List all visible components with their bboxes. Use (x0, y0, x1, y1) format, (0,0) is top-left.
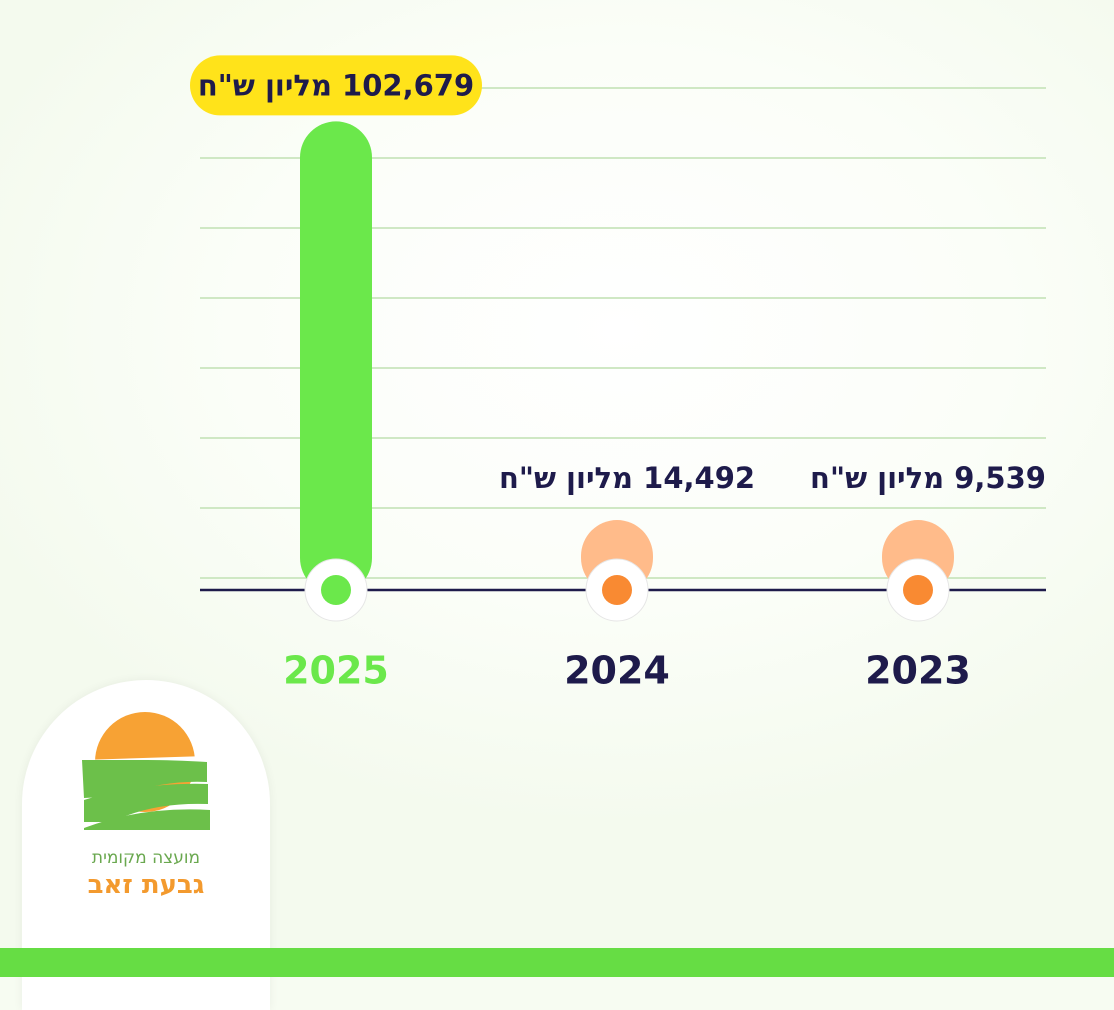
bar-dot (602, 575, 632, 605)
highlight-value-badge (190, 55, 482, 116)
logo-subtitle: מועצה מקומית (91, 848, 201, 868)
bar-dot (903, 575, 933, 605)
x-tick-label: 2023 (865, 649, 971, 693)
bottom-accent-bar (0, 948, 1114, 977)
bar-2025 (300, 121, 372, 594)
bar-value-label: 14,492 מליון ש"ח (499, 461, 755, 495)
x-tick-label: 2024 (564, 649, 670, 693)
bar-chart: 102,679 מליון ש"ח 2025 14,492 מליון ש"ח 202… (190, 55, 1046, 693)
x-tick-label: 2025 (283, 649, 389, 693)
bar-value-label: 9,539 מליון ש"ח (810, 461, 1046, 495)
bar-dot (321, 575, 351, 605)
logo-title: גבעת זאב (87, 870, 205, 900)
sun-and-fields-logo-icon (82, 712, 210, 830)
bar-value-label: 102,679 מליון ש"ח (198, 68, 474, 102)
